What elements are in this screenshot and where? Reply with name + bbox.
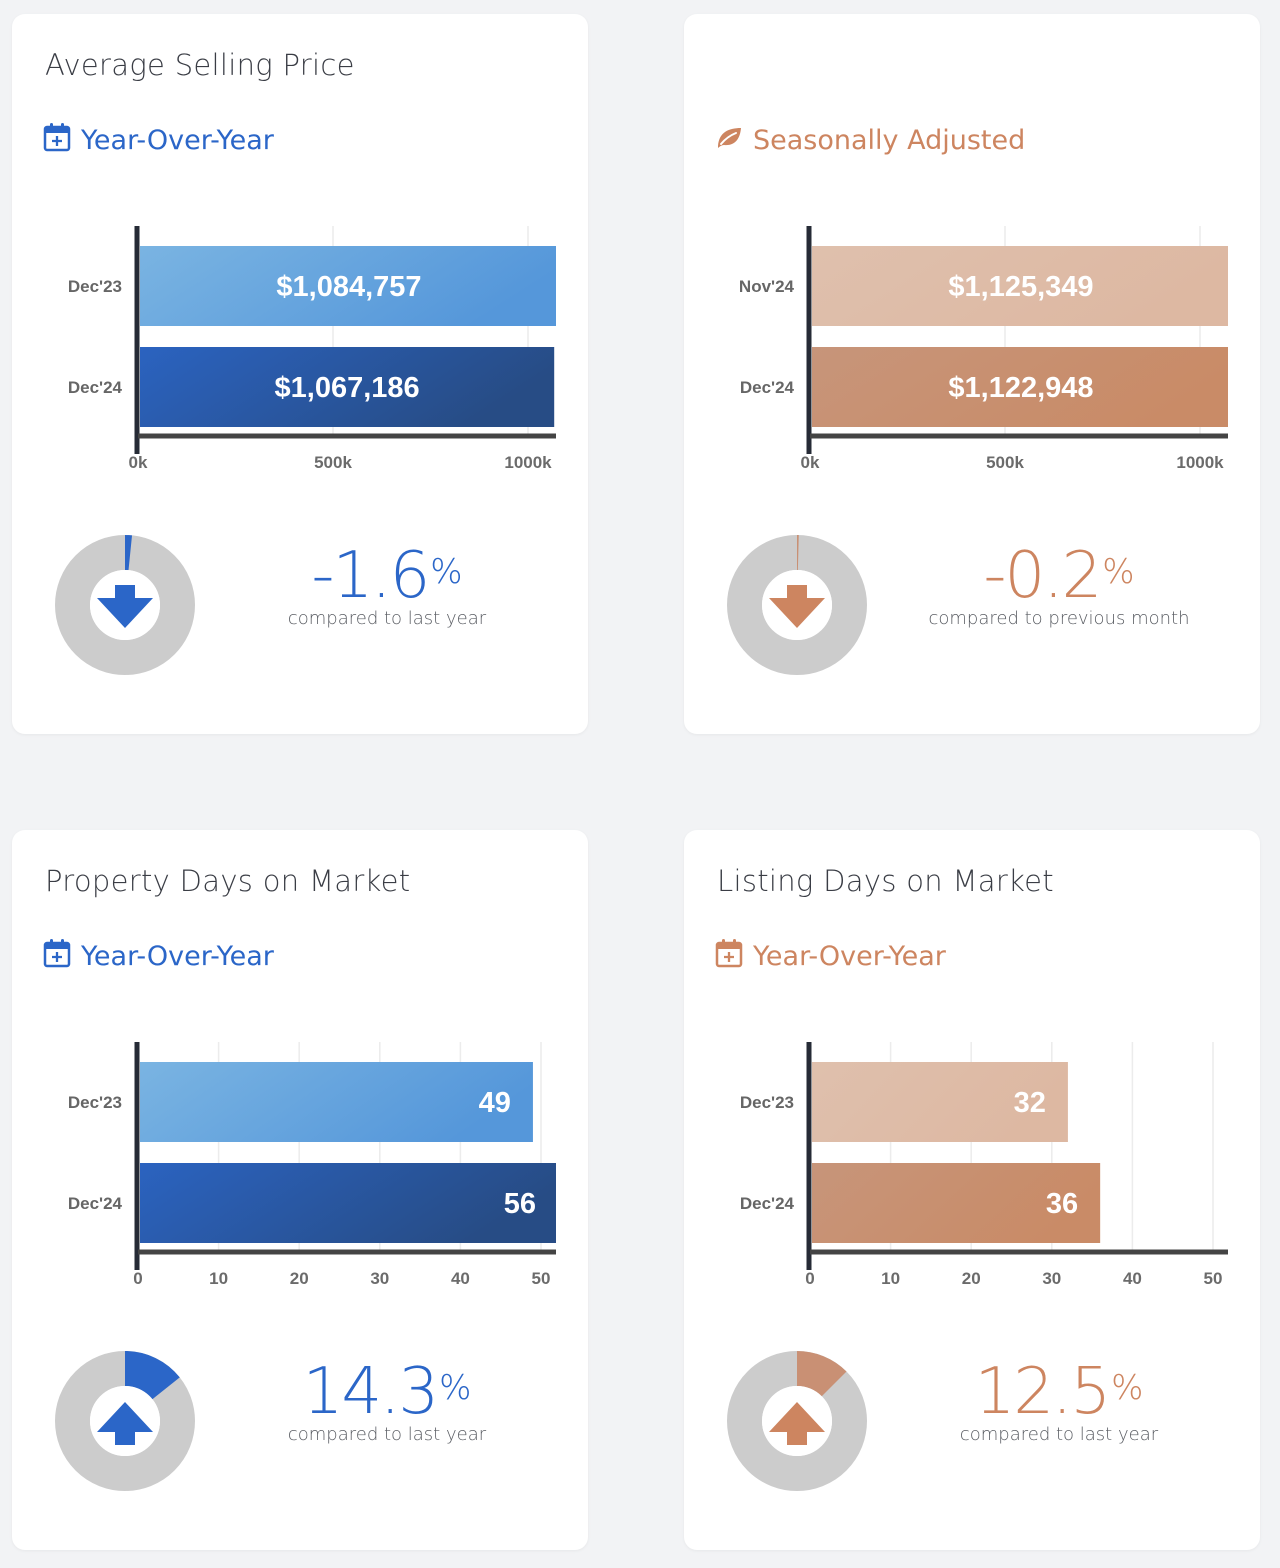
data-label: 32 [1014,1087,1046,1119]
x-tick-label: 30 [1042,1269,1061,1288]
x-tick-label: 0k [801,453,820,472]
data-label: 56 [504,1188,536,1220]
category-label: Nov'24 [739,277,795,296]
bar [812,246,1228,326]
subtitle: Year-Over-Year [43,938,274,975]
change-donut [724,532,870,678]
change-caption: compared to previous month [928,608,1190,629]
x-tick-label: 40 [1123,1269,1142,1288]
card-average-selling-price: Average Selling Price Year-Over-Year Dec… [12,14,747,734]
x-tick-label: 500k [986,453,1024,472]
card-title: Average Selling Price [45,48,355,82]
x-tick-label: 10 [881,1269,900,1288]
change-donut [52,532,198,678]
subtitle: Year-Over-Year [43,122,274,159]
category-label: Dec'23 [68,277,122,296]
x-tick-label: 0 [133,1269,142,1288]
bar [812,1062,1068,1142]
category-label: Dec'24 [68,1194,123,1213]
change-summary: -1.6% compared to last year [212,544,562,629]
x-tick-label: 40 [451,1269,470,1288]
change-percent: -0.2% [983,539,1135,613]
arrow-down-icon [769,585,825,628]
x-tick-label: 1000k [504,453,552,472]
change-caption: compared to last year [287,608,487,629]
bar-chart: Dec'23 32 Dec'24 36 0 10 20 30 40 50 [684,830,1260,1310]
leaf-icon [715,122,743,159]
change-summary: 14.3% compared to last year [212,1360,562,1445]
subtitle: Seasonally Adjusted [715,122,1025,159]
bar [140,347,555,427]
calendar-plus-icon [43,122,71,159]
bar [140,1163,556,1243]
change-donut [724,1348,870,1494]
change-summary: 12.5% compared to last year [884,1360,1234,1445]
arrow-up-icon [769,1402,825,1445]
card-title: Listing Days on Market [717,864,1054,898]
bar-chart: Dec'23 49 Dec'24 56 0 10 20 30 40 50 [12,830,588,1310]
bar-chart: Nov'24 $1,125,349 Dec'24 $1,122,948 0k 500k 10… [684,14,1260,494]
data-label: 49 [479,1087,511,1119]
subtitle: Year-Over-Year [715,938,946,975]
calendar-plus-icon [43,938,71,975]
card-property-days-on-market: Property Days on Market Year-Over-Year D… [12,830,588,1550]
x-tick-label: 0 [805,1269,814,1288]
x-tick-label: 500k [314,453,352,472]
change-donut [52,1348,198,1494]
change-caption: compared to last year [287,1424,487,1445]
donut-segment [125,535,133,571]
x-tick-label: 50 [532,1269,551,1288]
calendar-plus-icon [715,938,743,975]
donut-segment [797,535,799,571]
change-percent: 14.3% [302,1355,472,1429]
donut-segment [125,1351,180,1400]
x-tick-label: 20 [290,1269,309,1288]
change-percent: -1.6% [311,539,463,613]
data-label: $1,067,186 [275,372,420,404]
arrow-up-icon [97,1402,153,1445]
category-label: Dec'23 [740,1093,794,1112]
category-label: Dec'24 [740,378,795,397]
x-tick-label: 1000k [1176,453,1224,472]
bar-chart: Dec'23 $1,084,757 Dec'24 $1,067,186 0k 500k 10… [12,14,747,494]
bar [140,1062,533,1142]
x-tick-label: 10 [209,1269,228,1288]
change-summary: -0.2% compared to previous month [884,544,1234,629]
data-label: $1,125,349 [948,271,1093,303]
subtitle-label: Year-Over-Year [81,941,274,972]
data-label: 36 [1046,1188,1078,1220]
card-seasonally-adjusted: Seasonally Adjusted Nov'24 $1,125,349 Dec'… [684,14,1260,734]
bar [140,246,556,326]
subtitle-label: Year-Over-Year [753,941,946,972]
category-label: Dec'24 [740,1194,795,1213]
arrow-down-icon [97,585,153,628]
x-tick-label: 20 [962,1269,981,1288]
data-label: $1,084,757 [276,271,421,303]
subtitle-label: Year-Over-Year [81,125,274,156]
donut-segment [797,1351,847,1397]
subtitle-label: Seasonally Adjusted [753,125,1026,156]
bar [812,347,1228,427]
card-title: Property Days on Market [45,864,411,898]
x-tick-label: 30 [370,1269,389,1288]
x-tick-label: 50 [1204,1269,1223,1288]
x-tick-label: 0k [129,453,148,472]
data-label: $1,122,948 [948,372,1093,404]
card-listing-days-on-market: Listing Days on Market Year-Over-Year De… [684,830,1260,1550]
bar [812,1163,1101,1243]
category-label: Dec'24 [68,378,123,397]
change-caption: compared to last year [959,1424,1159,1445]
category-label: Dec'23 [68,1093,122,1112]
change-percent: 12.5% [974,1355,1144,1429]
